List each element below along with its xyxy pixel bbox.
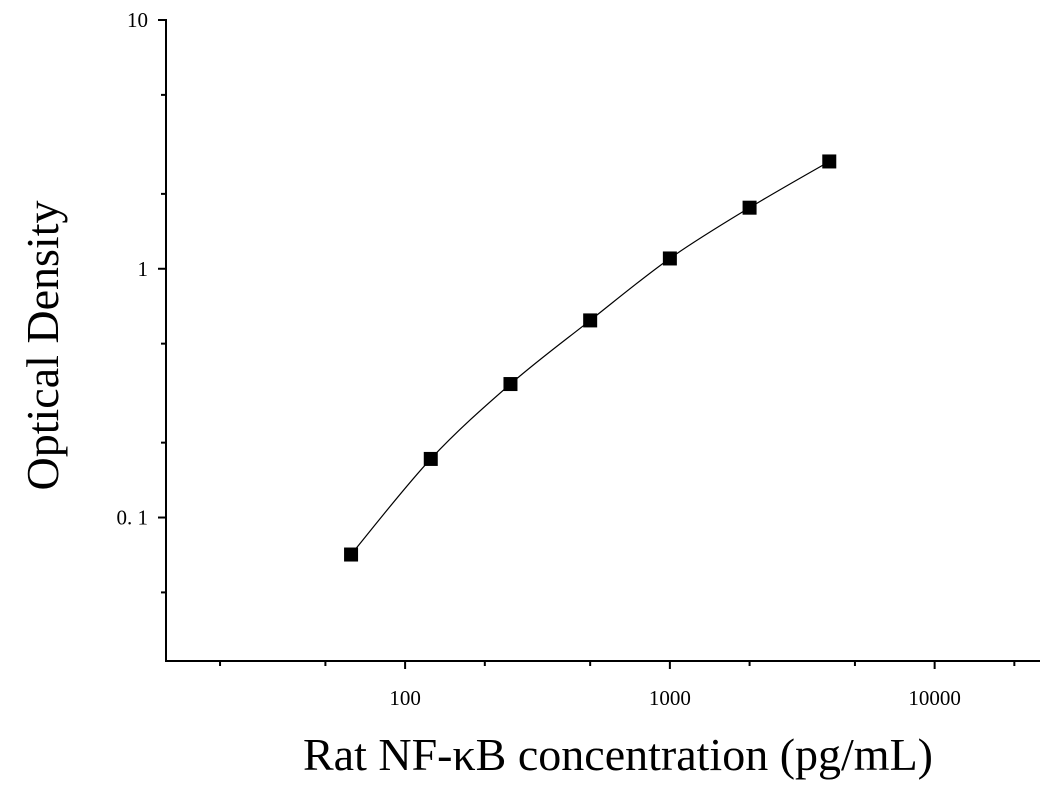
y-tick-label: 0. 1 [117,506,149,530]
data-point [423,451,438,466]
x-tick-label: 100 [389,686,421,710]
x-tick-label: 10000 [908,686,961,710]
data-point [503,377,518,392]
y-axis-title: Optical Density [17,201,68,491]
y-ticks: 0. 1 1 10 [117,8,166,594]
x-ticks: 100 1000 10000 [219,661,1016,710]
y-tick-label: 1 [138,257,149,281]
data-markers [344,154,837,562]
x-axis-title: Rat NF-κB concentration (pg/mL) [303,729,933,780]
x-tick-label: 1000 [649,686,691,710]
y-tick-label: 10 [127,8,148,32]
data-point [344,547,359,562]
data-point [662,251,677,266]
data-point [822,154,837,169]
data-point [583,313,598,328]
fit-curve [350,160,830,555]
axes [165,19,1040,662]
data-point [742,200,757,215]
